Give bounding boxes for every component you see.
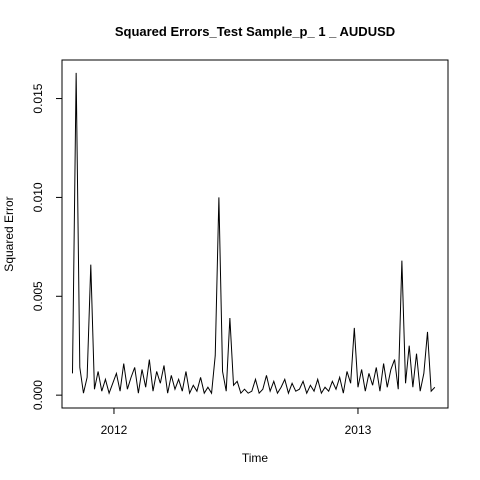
data-line (71, 72, 436, 395)
y-tick-label: 0.005 (31, 281, 45, 311)
y-tick-label: 0.010 (31, 182, 45, 212)
y-tick-label: 0.015 (31, 83, 45, 113)
x-tick-label: 2012 (101, 423, 128, 437)
chart-title: Squared Errors_Test Sample_p_ 1 _ AUDUSD (115, 24, 395, 39)
y-tick-label: 0.000 (31, 380, 45, 410)
y-axis-label: Squared Error (2, 196, 16, 271)
x-axis-label: Time (242, 451, 269, 465)
x-tick-label: 2013 (345, 423, 372, 437)
